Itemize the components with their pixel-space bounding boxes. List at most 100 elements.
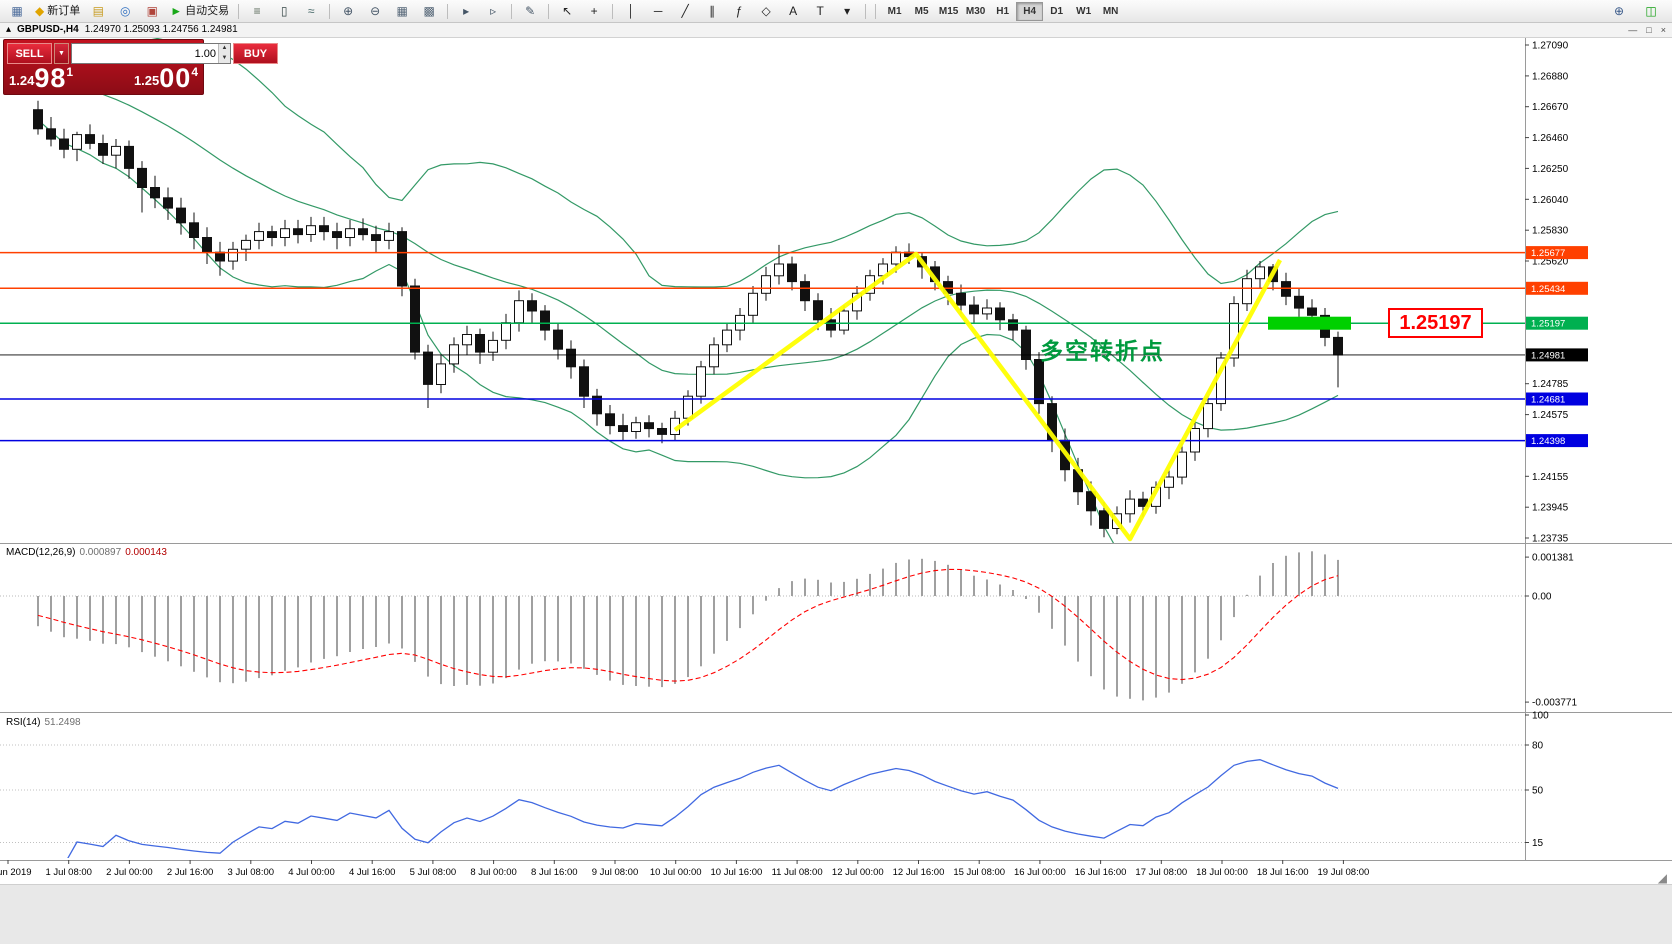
volume-increase-button[interactable]: ▲ — [219, 44, 230, 54]
toolbar-separator-4 — [511, 3, 513, 19]
volume-decrease-button[interactable]: ▼ — [219, 53, 230, 63]
trendline-icon: ╱ — [681, 4, 689, 18]
svg-text:1.26460: 1.26460 — [1532, 133, 1569, 144]
market-watch-button[interactable]: ▤ — [85, 1, 111, 21]
indicators-button[interactable]: ✎ — [517, 1, 543, 21]
timeframe-M30-button[interactable]: M30 — [965, 5, 986, 17]
zoom-in-button[interactable]: ⊕ — [335, 1, 361, 21]
tick-chart-icon[interactable]: ◫ — [1645, 4, 1657, 18]
svg-text:12 Jul 00:00: 12 Jul 00:00 — [832, 867, 884, 878]
support-zone-rect[interactable] — [1268, 316, 1351, 330]
toolbar-separator-6 — [612, 3, 614, 19]
shapes-icon: ◇ — [761, 4, 771, 18]
text-button[interactable]: A — [780, 1, 806, 21]
shapes-button[interactable]: ◇ — [753, 1, 779, 21]
fibonacci-button[interactable]: ƒ — [726, 1, 752, 21]
svg-text:80: 80 — [1532, 741, 1544, 752]
terminal-button[interactable]: ▣ — [139, 1, 165, 21]
svg-text:5 Jul 08:00: 5 Jul 08:00 — [410, 867, 456, 878]
svg-text:0.00: 0.00 — [1532, 592, 1552, 603]
chart-restore-button[interactable]: □ — [1646, 24, 1652, 35]
svg-text:1.24155: 1.24155 — [1532, 472, 1569, 483]
timeframe-M5-button[interactable]: M5 — [914, 5, 929, 17]
svg-text:0.001381: 0.001381 — [1532, 553, 1574, 564]
label-button[interactable]: T — [807, 1, 833, 21]
chart-close-button[interactable]: × — [1660, 24, 1666, 35]
fibonacci-icon: ƒ — [735, 4, 743, 18]
terminal-bottom-area: ◢ — [0, 871, 1672, 944]
svg-text:4 Jul 16:00: 4 Jul 16:00 — [349, 867, 395, 878]
resize-grip-icon[interactable]: ◢ — [1657, 871, 1667, 885]
cascade-windows-button[interactable]: ▩ — [416, 1, 442, 21]
svg-text:9 Jul 08:00: 9 Jul 08:00 — [592, 867, 638, 878]
trendline-button[interactable]: ╱ — [672, 1, 698, 21]
candlestick-chart-button[interactable]: ▯ — [271, 1, 297, 21]
chart-collapse-icon[interactable]: ▴ — [6, 24, 12, 35]
zoom-out-button[interactable]: ⊖ — [362, 1, 388, 21]
new-chart-button[interactable]: ▦ — [4, 1, 30, 21]
navigator-button[interactable]: ◎ — [112, 1, 138, 21]
price-axis[interactable]: 1.27090 1.26880 1.26670 1.26460 1.26250 1.260… — [1525, 41, 1569, 545]
svg-text:1.26670: 1.26670 — [1532, 102, 1569, 113]
zigzag-trendline[interactable] — [673, 251, 1282, 542]
zoom-search-icon[interactable]: ⊕ — [1613, 4, 1625, 18]
chart-title-bar: ▴ GBPUSD-,H4 1.24970 1.25093 1.24756 1.2… — [0, 22, 1672, 38]
buy-price-big: 00 — [159, 63, 192, 93]
horizontal-line-icon: ─ — [653, 4, 663, 18]
auto-scroll-button[interactable]: ▸ — [453, 1, 479, 21]
new-order-button[interactable]: ◆ 新订单 — [31, 1, 84, 21]
timeframe-H4-button[interactable]: H4 — [1016, 1, 1044, 21]
tile-windows-button[interactable]: ▦ — [389, 1, 415, 21]
toolbar-separator-5 — [548, 3, 550, 19]
buy-price-sup: 4 — [191, 65, 198, 79]
buy-price: 1.25 00 4 — [133, 63, 198, 93]
sell-price-big: 98 — [34, 63, 67, 93]
horizontal-line-button[interactable]: ─ — [645, 1, 671, 21]
chart-minimize-button[interactable]: — — [1628, 24, 1638, 35]
volume-input[interactable] — [72, 44, 218, 63]
line-chart-button[interactable]: ≈ — [298, 1, 324, 21]
buy-button[interactable]: BUY — [233, 43, 278, 64]
sell-price-small: 1.24 — [9, 73, 35, 88]
chart-symbol-title: GBPUSD-,H4 — [17, 24, 79, 35]
navigator-icon: ◎ — [119, 4, 131, 18]
macd-main-value: 0.000897 — [79, 547, 122, 558]
rsi-panel: 100 80 50 15 — [0, 711, 1549, 858]
crosshair-button[interactable]: + — [581, 1, 607, 21]
channel-button[interactable]: ∥ — [699, 1, 725, 21]
market-watch-icon: ▤ — [92, 4, 104, 18]
panel-frame — [0, 36, 1672, 861]
sell-button[interactable]: SELL — [7, 43, 52, 64]
timeframe-buttons: M1 M5 M15 M30 H1 H4 D1 W1 MN — [881, 1, 1124, 21]
arrows-dropdown-button[interactable]: ▾ — [834, 1, 860, 21]
price-level-tags: 1.25677 1.25434 1.25197 1.24981 1.24681 1.243… — [1526, 246, 1588, 448]
buy-price-small: 1.25 — [133, 73, 160, 88]
toolbar-separator-7 — [865, 3, 867, 19]
macd-name: MACD(12,26,9) — [6, 547, 76, 558]
timeframe-D1-button[interactable]: D1 — [1050, 5, 1064, 17]
chart-shift-button[interactable]: ▹ — [480, 1, 506, 21]
timeframe-MN-button[interactable]: MN — [1102, 5, 1119, 17]
svg-text:1.25620: 1.25620 — [1532, 257, 1569, 268]
timeframe-W1-button[interactable]: W1 — [1076, 5, 1092, 17]
toolbar-separator-1 — [238, 3, 240, 19]
vertical-line-button[interactable]: │ — [618, 1, 644, 21]
volume-dropdown-icon[interactable]: ▼ — [54, 43, 69, 64]
rsi-name: RSI(14) — [6, 717, 41, 728]
macd-panel: 0.001381 0.00 -0.003771 — [0, 551, 1577, 709]
cursor-button[interactable]: ↖ — [554, 1, 580, 21]
timeframe-H1-button[interactable]: H1 — [996, 5, 1010, 17]
autotrading-button[interactable]: ► 自动交易 — [166, 1, 233, 21]
timeframe-M1-button[interactable]: M1 — [887, 5, 902, 17]
timeframe-M15-button[interactable]: M15 — [938, 5, 959, 17]
price-callout-box[interactable]: 1.25197 — [1388, 308, 1483, 338]
bar-chart-button[interactable]: ≡ — [244, 1, 270, 21]
time-axis[interactable]: 8 Jun 2019 1 Jul 08:00 2 Jul 00:00 2 Jul 16… — [0, 860, 1369, 878]
macd-signal-value: 0.000143 — [125, 547, 167, 558]
toolbar-separator-3 — [447, 3, 449, 19]
pivot-annotation-text[interactable]: 多空转折点 — [1040, 338, 1165, 364]
zoom-in-icon: ⊕ — [343, 4, 354, 18]
price-level-lines[interactable] — [0, 251, 1525, 442]
svg-text:8 Jul 00:00: 8 Jul 00:00 — [470, 867, 516, 878]
